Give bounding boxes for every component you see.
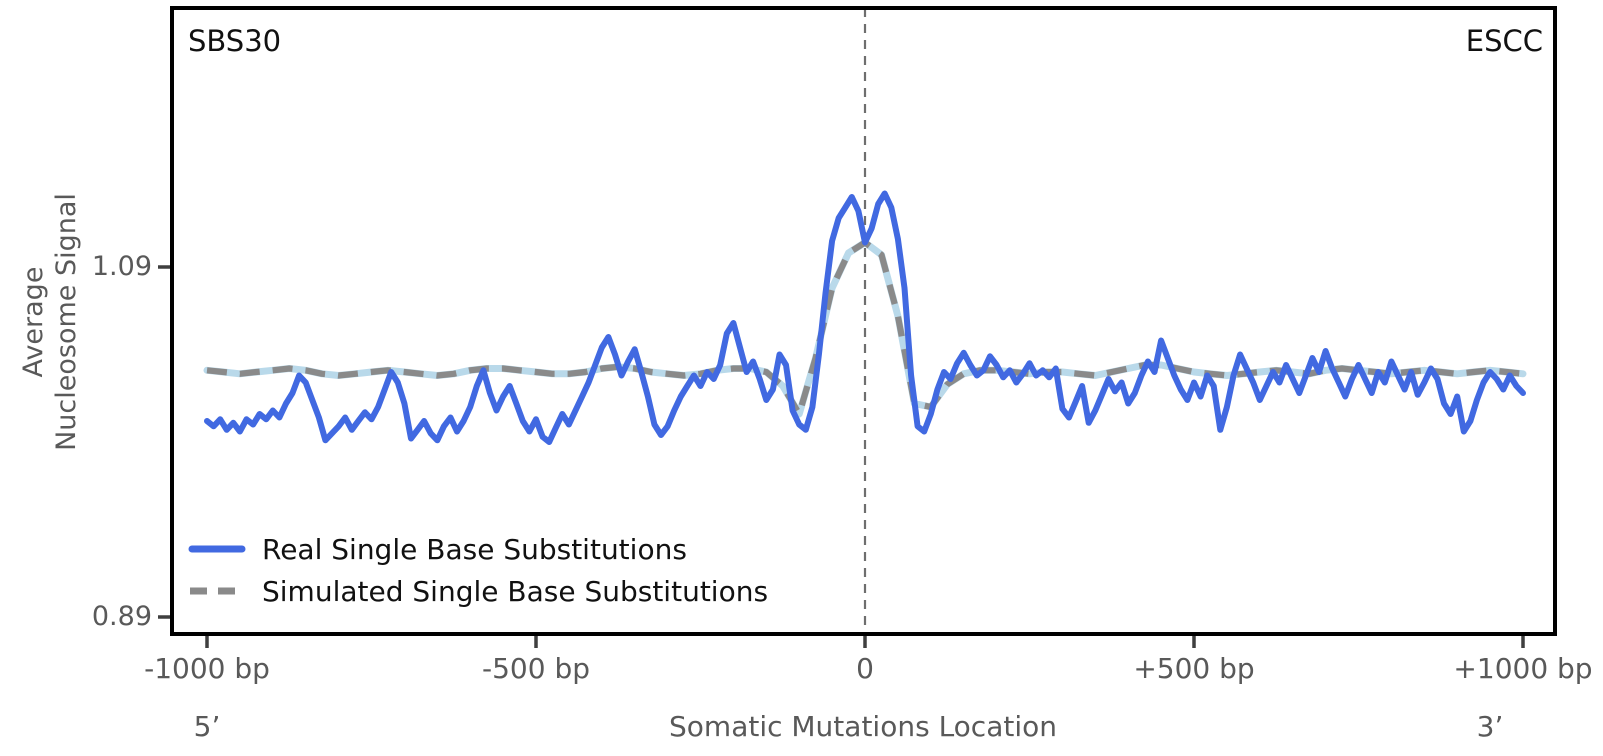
xtick-label-p500: +500 bp	[1133, 652, 1255, 685]
y-axis-ticks	[158, 265, 171, 619]
legend-item-simulated: Simulated Single Base Substitutions	[188, 570, 768, 612]
cohort-label: ESCC	[1465, 24, 1543, 58]
strand-5prime-label: 5’	[193, 710, 221, 743]
signature-label: SBS30	[188, 24, 282, 58]
xtick-label-m1000: -1000 bp	[144, 652, 270, 685]
plot-border	[170, 6, 1557, 636]
legend-item-real: Real Single Base Substitutions	[188, 528, 768, 570]
ytick-label-0.89: 0.89	[91, 601, 152, 632]
legend-label-simulated: Simulated Single Base Substitutions	[262, 574, 769, 608]
xtick-label-0: 0	[856, 652, 874, 685]
ytick-label-1.09: 1.09	[91, 251, 152, 282]
x-axis-ticks	[205, 634, 1525, 648]
x-axis-title: Somatic Mutations Location	[669, 710, 1057, 743]
xtick-label-m500: -500 bp	[482, 652, 590, 685]
real-line	[204, 190, 1526, 445]
xtick-label-p1000: +1000 bp	[1453, 652, 1593, 685]
legend-swatch-simulated-icon	[190, 587, 246, 595]
legend-label-real: Real Single Base Substitutions	[262, 532, 687, 566]
y-axis-title: Average Nucleosome Signal	[18, 193, 82, 451]
legend: Real Single Base Substitutions Simulated…	[188, 528, 768, 612]
strand-3prime-label: 3’	[1476, 710, 1504, 743]
legend-swatch-real-icon	[188, 545, 246, 553]
